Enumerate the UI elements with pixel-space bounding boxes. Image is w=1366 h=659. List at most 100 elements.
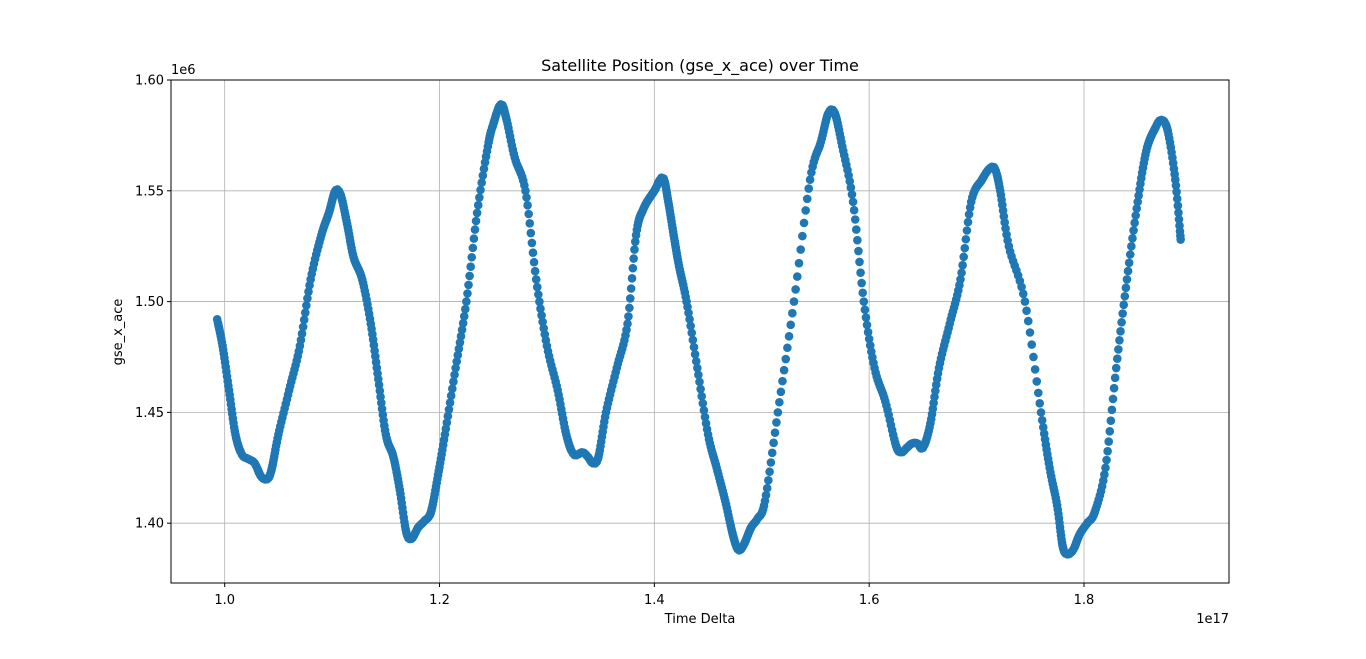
data-point bbox=[1117, 318, 1126, 327]
data-point bbox=[773, 408, 783, 417]
data-point bbox=[1103, 446, 1112, 456]
data-point bbox=[450, 370, 459, 380]
data-point bbox=[856, 268, 865, 278]
data-point bbox=[858, 288, 868, 298]
data-point bbox=[860, 305, 870, 315]
data-point bbox=[1118, 309, 1127, 318]
data-point bbox=[697, 391, 707, 401]
data-point bbox=[859, 297, 869, 306]
data-point bbox=[779, 365, 789, 375]
data-point bbox=[629, 254, 638, 263]
data-point bbox=[699, 406, 709, 415]
data-point bbox=[1115, 336, 1124, 345]
data-point bbox=[449, 377, 458, 387]
data-point bbox=[456, 331, 466, 341]
data-point bbox=[1023, 316, 1033, 326]
data-point bbox=[781, 354, 791, 364]
data-point bbox=[1100, 470, 1109, 479]
data-point bbox=[521, 186, 530, 196]
data-point bbox=[848, 197, 858, 207]
data-point bbox=[442, 418, 452, 427]
data-point bbox=[448, 384, 457, 394]
data-point bbox=[1172, 194, 1182, 204]
data-point bbox=[958, 260, 967, 270]
data-point bbox=[794, 258, 804, 268]
data-point bbox=[469, 234, 479, 243]
data-point bbox=[1120, 291, 1130, 301]
data-point bbox=[445, 398, 455, 407]
data-point bbox=[452, 357, 462, 366]
data-point bbox=[458, 318, 468, 328]
data-point bbox=[1101, 463, 1110, 473]
data-point bbox=[630, 237, 640, 246]
data-point bbox=[463, 289, 472, 298]
data-point bbox=[1106, 416, 1116, 425]
data-point bbox=[847, 190, 857, 199]
data-point bbox=[1176, 235, 1185, 244]
data-point bbox=[864, 334, 874, 344]
data-point bbox=[470, 225, 480, 234]
data-point bbox=[471, 216, 481, 226]
data-point bbox=[1105, 427, 1115, 436]
data-point bbox=[538, 317, 547, 327]
data-point bbox=[855, 257, 864, 267]
data-point bbox=[956, 275, 965, 284]
data-point bbox=[1104, 437, 1113, 446]
data-point bbox=[700, 412, 710, 422]
data-point bbox=[1110, 373, 1120, 383]
data-point bbox=[1035, 398, 1045, 408]
data-point bbox=[296, 335, 306, 345]
data-point bbox=[688, 335, 698, 345]
data-point bbox=[1037, 415, 1047, 425]
data-point bbox=[784, 332, 794, 341]
y-tick-label: 1.50 bbox=[135, 295, 164, 310]
data-point bbox=[770, 428, 780, 437]
data-point bbox=[473, 200, 483, 210]
data-point bbox=[625, 294, 635, 303]
data-point bbox=[476, 185, 485, 195]
data-point bbox=[630, 245, 639, 254]
data-point bbox=[963, 217, 973, 227]
data-point bbox=[534, 290, 543, 299]
data-point bbox=[464, 280, 473, 290]
x-tick-label: 1.8 bbox=[1074, 593, 1095, 608]
data-point bbox=[783, 343, 792, 353]
data-point bbox=[796, 245, 805, 254]
data-point bbox=[694, 370, 703, 380]
data-point bbox=[862, 320, 872, 330]
data-point bbox=[857, 278, 866, 288]
data-point bbox=[1125, 250, 1135, 259]
data-point bbox=[786, 320, 796, 330]
data-point bbox=[1116, 326, 1125, 336]
data-point bbox=[628, 263, 638, 273]
data-point bbox=[467, 252, 477, 262]
data-point bbox=[964, 210, 974, 219]
data-point bbox=[1109, 383, 1119, 393]
data-point bbox=[1018, 289, 1028, 299]
data-point bbox=[465, 271, 474, 281]
data-point bbox=[536, 304, 545, 313]
data-point bbox=[685, 314, 694, 324]
data-point bbox=[851, 225, 861, 234]
data-point bbox=[761, 490, 771, 500]
chart-title: Satellite Position (gse_x_ace) over Time bbox=[541, 56, 859, 76]
data-point bbox=[1119, 300, 1129, 310]
data-point bbox=[522, 193, 531, 202]
data-point bbox=[529, 257, 539, 267]
data-point bbox=[1032, 377, 1042, 386]
data-point bbox=[300, 308, 310, 317]
data-point bbox=[1131, 211, 1140, 220]
data-point bbox=[1033, 388, 1043, 398]
data-point bbox=[535, 297, 544, 307]
data-point bbox=[687, 328, 697, 338]
data-point bbox=[690, 349, 700, 359]
data-point bbox=[767, 448, 777, 458]
x-axis-offset-label: 1e17 bbox=[1196, 612, 1229, 627]
x-tick-label: 1.0 bbox=[214, 593, 235, 608]
data-point bbox=[526, 228, 536, 238]
data-point bbox=[1124, 258, 1134, 268]
data-point bbox=[537, 311, 546, 320]
data-point bbox=[1020, 297, 1030, 306]
